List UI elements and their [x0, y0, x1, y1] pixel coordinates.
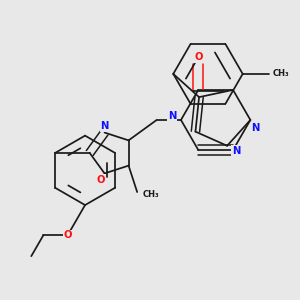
Text: N: N	[251, 123, 260, 133]
Text: CH₃: CH₃	[142, 190, 159, 199]
Text: O: O	[64, 230, 72, 240]
Text: N: N	[100, 121, 109, 131]
Text: N: N	[168, 112, 176, 122]
Text: O: O	[97, 175, 105, 185]
Text: N: N	[232, 146, 240, 156]
Text: O: O	[194, 52, 202, 62]
Text: CH₃: CH₃	[273, 69, 290, 78]
